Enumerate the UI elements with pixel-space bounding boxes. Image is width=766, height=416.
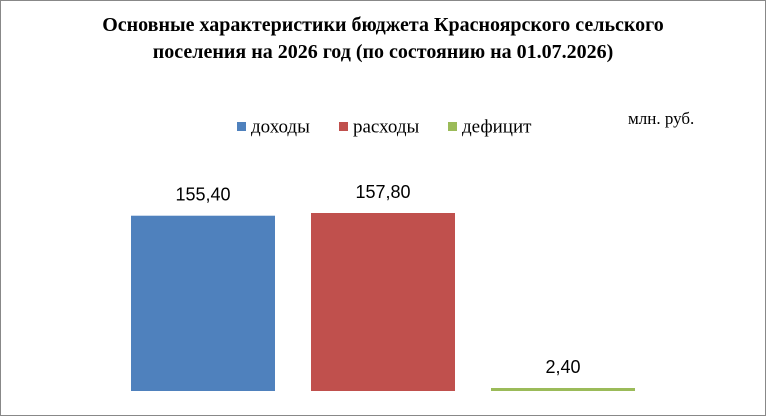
legend-label: дефицит: [462, 116, 532, 137]
chart-title: Основные характеристики бюджета Краснояр…: [102, 14, 664, 63]
bar: [131, 215, 275, 391]
legend-label: доходы: [251, 116, 310, 137]
legend-label: расходы: [353, 116, 420, 137]
legend-swatch: [339, 122, 348, 131]
legend-swatch: [237, 122, 246, 131]
legend-swatch: [448, 122, 457, 131]
bar: [491, 388, 635, 391]
value-label: 2,40: [545, 357, 580, 377]
value-label: 155,40: [175, 184, 230, 204]
bar: [311, 213, 455, 391]
unit-label: млн. руб.: [628, 109, 694, 128]
value-label: 157,80: [355, 182, 410, 202]
